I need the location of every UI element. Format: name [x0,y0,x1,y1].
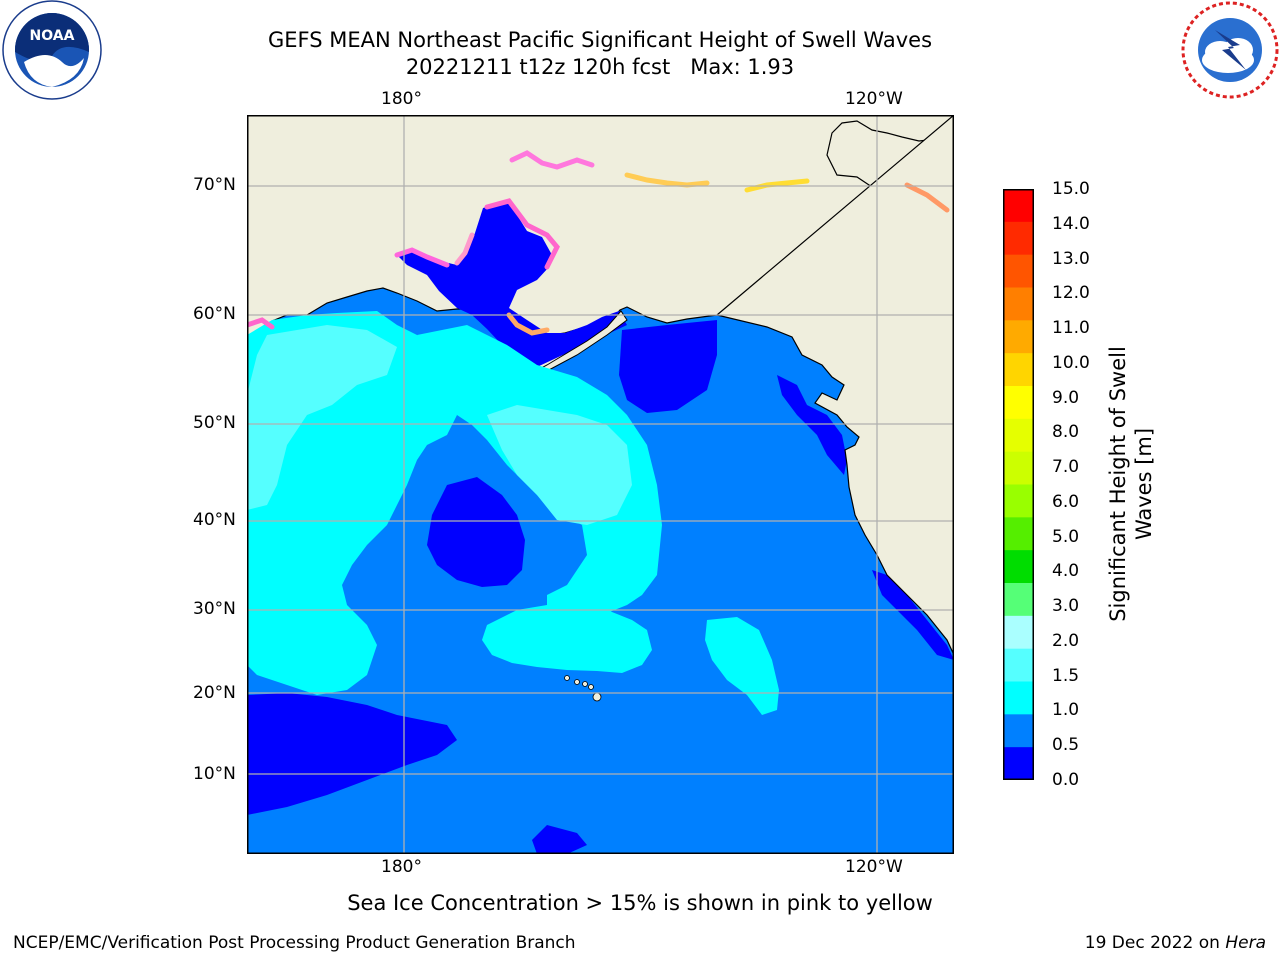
colorbar-tick-label: 6.0 [1052,491,1080,512]
colorbar-frame [1003,189,1034,780]
colorbar-tick-label: 13.0 [1052,248,1090,269]
hawaii-islands [564,675,602,702]
noaa-logo: NOAA [2,0,102,100]
swell-patch-2 [487,405,632,525]
colorbar-swatch [1003,320,1034,354]
baja-band [872,570,954,660]
swell-low-southeast [532,825,587,854]
colorbar-swatch [1003,189,1034,223]
pacific-coast-band [777,375,847,475]
colorbar-label-line1: Significant Height of Swell [1106,346,1130,622]
colorbar-swatch [1003,221,1034,256]
colorbar-tick-label: 12.0 [1052,283,1090,304]
graticule [247,115,954,854]
chart-title-line1: GEFS MEAN Northeast Pacific Significant … [267,28,933,52]
chart-title-line2: 20221211 t12z 120h fcst Max: 1.93 [405,55,795,79]
colorbar-tick-label: 5.0 [1052,526,1080,547]
colorbar-label: Significant Height of Swell Waves [m] [1103,189,1157,780]
colorbar-tick-label: 14.0 [1052,213,1090,234]
colorbar-tick-label: 11.0 [1052,318,1090,339]
lon-tick-bottom-120w: 120°W [845,857,903,877]
colorbar-swatch [1003,386,1034,420]
colorbar [1003,189,1034,781]
gulf-of-alaska-low [619,320,717,413]
lon-tick-bottom-180: 180° [381,857,422,877]
colorbar-tick-label: 8.0 [1052,422,1080,443]
colorbar-swatch [1003,451,1034,485]
noaa-logo-text: NOAA [30,28,75,44]
land-north-america [715,113,955,656]
swell-band-east [705,617,779,715]
colorbar-tick-label: 15.0 [1052,179,1090,199]
lat-tick-30n: 30°N [193,599,236,619]
colorbar-swatch [1003,583,1034,617]
footer-left: NCEP/EMC/Verification Post Processing Pr… [13,933,576,953]
footer-right: 19 Dec 2022 on Hera [1085,933,1266,953]
swell-band-south [482,605,652,673]
colorbar-swatch [1003,615,1034,650]
colorbar-swatch [1003,254,1034,288]
colorbar-swatch [1003,484,1034,518]
colorbar-tick-label: 7.0 [1052,457,1080,478]
map-panel [244,113,955,854]
footer-date: 19 Dec 2022 on [1084,933,1226,953]
lat-tick-60n: 60°N [193,304,236,324]
colorbar-tick-label: 0.0 [1052,770,1080,790]
lat-tick-50n: 50°N [193,413,236,433]
lat-tick-20n: 20°N [193,683,236,703]
sea-ice-fringe [244,150,950,336]
map-canvas [244,113,955,854]
map-frame [247,115,954,854]
colorbar-tick-label: 1.5 [1052,665,1080,686]
colorbar-swatch [1003,747,1034,781]
colorbar-tick-label: 10.0 [1052,352,1090,373]
lat-tick-40n: 40°N [193,510,236,530]
land-north [246,114,955,378]
swell-low-center [427,477,525,587]
colorbar-swatch [1003,681,1034,715]
colorbar-tick-label: 4.0 [1052,561,1080,582]
colorbar-tick-label: 1.0 [1052,700,1080,721]
colorbar-ticks: 15.0 14.0 13.0 12.0 11.0 10.0 9.0 8.0 7.0 6.0 5.0 4… [1052,179,1112,790]
colorbar-swatch [1003,714,1034,748]
colorbar-swatch [1003,353,1034,387]
lon-tick-top-120w: 120°W [845,89,903,109]
colorbar-swatches [1003,189,1034,781]
lat-tick-70n: 70°N [193,175,236,195]
lat-tick-10n: 10°N [193,764,236,784]
colorbar-tick-label: 2.0 [1052,630,1080,651]
lon-tick-top-180: 180° [381,89,422,109]
colorbar-swatch [1003,517,1034,551]
sea-ice-note: Sea Ice Concentration > 15% is shown in … [347,891,933,915]
colorbar-swatch [1003,550,1034,584]
colorbar-tick-label: 9.0 [1052,387,1080,408]
bering-sea [397,201,627,377]
colorbar-swatch [1003,648,1034,682]
colorbar-tick-label: 0.5 [1052,735,1080,756]
colorbar-tick-label: 3.0 [1052,596,1080,617]
swell-patch-1 [247,325,397,510]
nws-logo [1180,0,1280,100]
footer-machine: Hera [1225,933,1266,953]
colorbar-swatch [1003,287,1034,321]
colorbar-label-line2: Waves [m] [1132,428,1156,540]
colorbar-swatch [1003,418,1034,453]
